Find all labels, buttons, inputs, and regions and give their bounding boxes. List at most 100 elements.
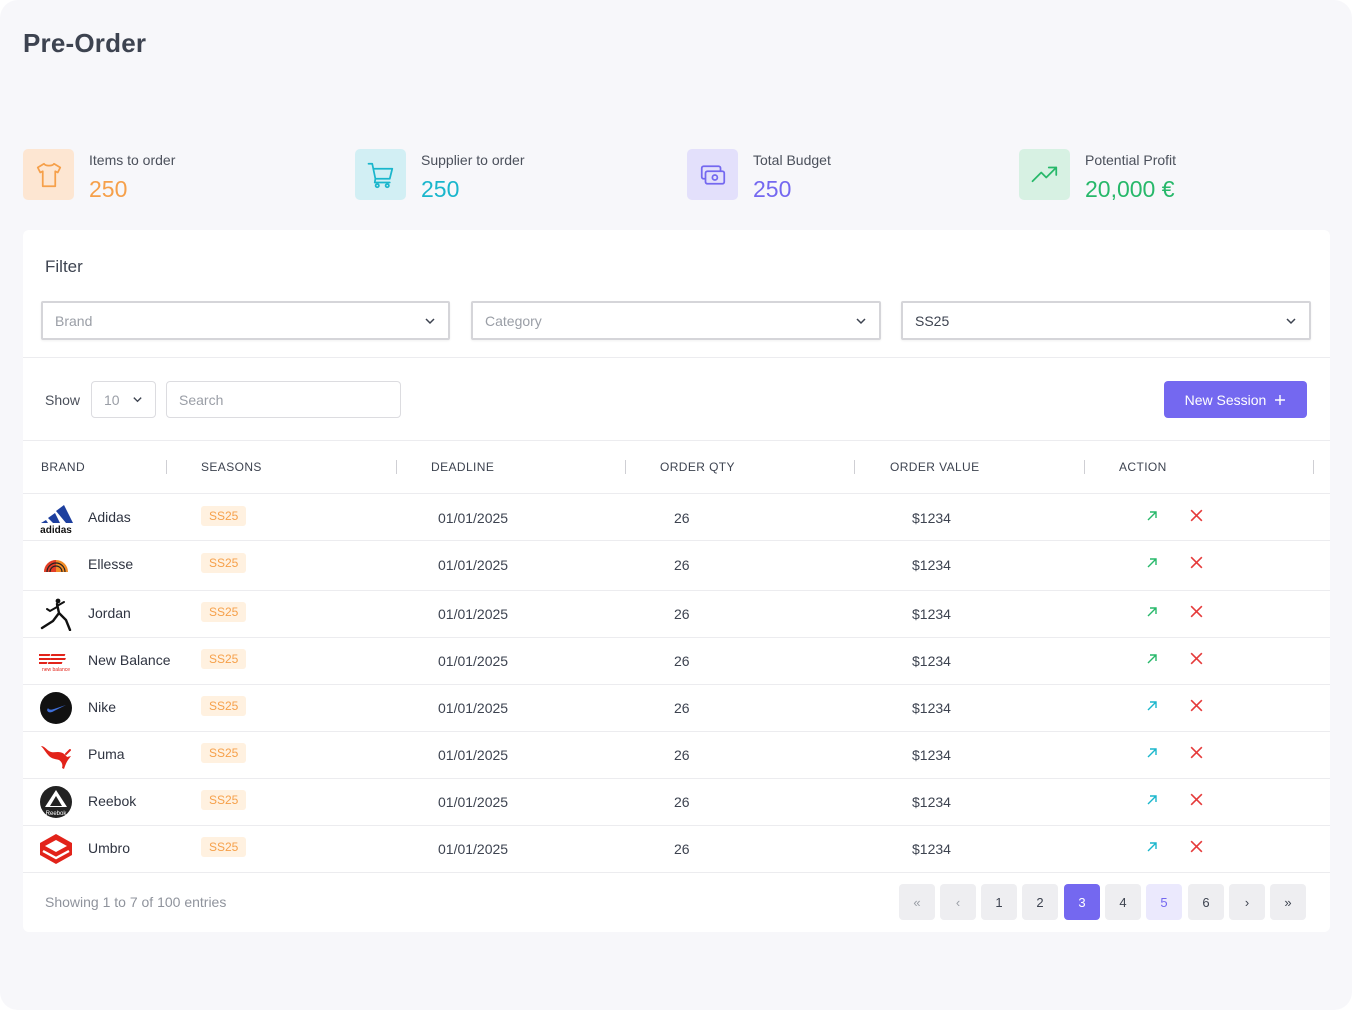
table-row: Jordan SS25 01/01/2025 26 $1234 — [23, 590, 1330, 637]
jordan-logo-icon — [40, 598, 72, 631]
delete-x-icon[interactable] — [1189, 698, 1204, 713]
first-page-button[interactable]: « — [899, 884, 935, 920]
brand-select[interactable]: Brand — [41, 301, 450, 340]
column-divider — [166, 460, 167, 474]
kpi-label: Potential Profit — [1085, 152, 1177, 168]
column-divider — [854, 460, 855, 474]
delete-x-icon[interactable] — [1189, 792, 1204, 807]
chevron-down-icon — [133, 397, 142, 403]
order-value-cell: $1234 — [912, 747, 951, 763]
order-qty-cell: 26 — [674, 747, 690, 763]
page-button-4[interactable]: 4 — [1105, 884, 1141, 920]
table-row: Umbro SS25 01/01/2025 26 $1234 — [23, 825, 1330, 872]
page-button-2[interactable]: 2 — [1022, 884, 1058, 920]
delete-x-icon[interactable] — [1189, 839, 1204, 854]
brand-name: Umbro — [88, 840, 131, 856]
table-row: Ellesse SS25 01/01/2025 26 $1234 — [23, 541, 1330, 588]
deadline-cell: 01/01/2025 — [438, 510, 509, 526]
kpi-label: Items to order — [89, 152, 176, 168]
next-page-button[interactable]: › — [1229, 884, 1265, 920]
kpi-value: 250 — [753, 176, 792, 202]
filter-title: Filter — [45, 257, 83, 276]
page-button-1[interactable]: 1 — [981, 884, 1017, 920]
page-length-value: 10 — [104, 392, 120, 408]
deadline-cell: 01/01/2025 — [438, 841, 509, 857]
order-qty-cell: 26 — [674, 510, 690, 526]
page-button-5[interactable]: 5 — [1146, 884, 1182, 920]
tshirt-icon — [23, 149, 74, 200]
brand-name: Jordan — [88, 605, 131, 621]
order-qty-cell: 26 — [674, 794, 690, 810]
page-length-select[interactable]: 10 — [91, 381, 156, 418]
column-header-brand[interactable]: BRAND — [41, 460, 86, 474]
delete-x-icon[interactable] — [1189, 555, 1204, 570]
new-balance-logo-icon: new balance — [39, 654, 70, 673]
new-session-button[interactable]: New Session — [1164, 381, 1307, 418]
column-header-order-qty[interactable]: ORDER QTY — [660, 460, 735, 474]
table-row: adidas Adidas SS25 01/01/2025 26 $1234 — [23, 494, 1330, 541]
open-arrow-icon[interactable] — [1145, 509, 1159, 523]
page-title: Pre-Order — [23, 28, 147, 58]
nike-logo-icon — [40, 692, 72, 724]
column-header-deadline[interactable]: DEADLINE — [431, 460, 495, 474]
season-badge: SS25 — [201, 743, 247, 763]
order-qty-cell: 26 — [674, 557, 690, 573]
divider — [23, 778, 1330, 779]
open-arrow-icon[interactable] — [1145, 746, 1159, 760]
cart-icon — [355, 149, 406, 200]
divider — [23, 637, 1330, 638]
open-arrow-icon[interactable] — [1145, 556, 1159, 570]
last-page-button[interactable]: » — [1270, 884, 1306, 920]
page-button-3[interactable]: 3 — [1064, 884, 1100, 920]
open-arrow-icon[interactable] — [1145, 605, 1159, 619]
delete-x-icon[interactable] — [1189, 604, 1204, 619]
season-badge: SS25 — [201, 837, 247, 857]
reebok-logo-icon: Reebok — [40, 786, 72, 818]
reebok-logo-text: Reebok — [46, 811, 68, 817]
preorder-card: Filter Brand Category SS25 Show 10 New S… — [23, 230, 1330, 932]
table-row: new balance New Balance SS25 01/01/2025 … — [23, 637, 1330, 684]
new-session-label: New Session — [1184, 391, 1267, 408]
kpi-value: 20,000 € — [1085, 176, 1175, 202]
open-arrow-icon[interactable] — [1145, 840, 1159, 854]
divider — [23, 872, 1330, 873]
new-balance-logo-text: new balance — [42, 667, 70, 673]
open-arrow-icon[interactable] — [1145, 652, 1159, 666]
brand-name: Puma — [88, 746, 125, 762]
deadline-cell: 01/01/2025 — [438, 653, 509, 669]
deadline-cell: 01/01/2025 — [438, 557, 509, 573]
deadline-cell: 01/01/2025 — [438, 747, 509, 763]
search-input[interactable] — [166, 381, 401, 418]
page-button-6[interactable]: 6 — [1188, 884, 1224, 920]
prev-page-button[interactable]: ‹ — [940, 884, 976, 920]
season-badge: SS25 — [201, 649, 247, 669]
kpi-value: 250 — [421, 176, 460, 202]
entries-info: Showing 1 to 7 of 100 entries — [45, 894, 227, 910]
brand-name: Nike — [88, 699, 117, 715]
delete-x-icon[interactable] — [1189, 745, 1204, 760]
season-badge: SS25 — [201, 696, 247, 716]
column-header-seasons[interactable]: SEASONS — [201, 460, 262, 474]
order-qty-cell: 26 — [674, 606, 690, 622]
order-value-cell: $1234 — [912, 700, 951, 716]
season-select-value: SS25 — [915, 313, 950, 329]
brand-name: Adidas — [88, 509, 131, 525]
open-arrow-icon[interactable] — [1145, 793, 1159, 807]
deadline-cell: 01/01/2025 — [438, 700, 509, 716]
divider — [23, 590, 1330, 591]
chevron-down-icon — [1286, 318, 1296, 325]
category-select[interactable]: Category — [471, 301, 881, 340]
column-divider — [396, 460, 397, 474]
table-row: Reebok Reebok SS25 01/01/2025 26 $1234 — [23, 778, 1330, 825]
season-select[interactable]: SS25 — [901, 301, 1311, 340]
delete-x-icon[interactable] — [1189, 508, 1204, 523]
divider — [23, 357, 1330, 358]
column-header-order-value[interactable]: ORDER VALUE — [890, 460, 980, 474]
order-value-cell: $1234 — [912, 510, 951, 526]
delete-x-icon[interactable] — [1189, 651, 1204, 666]
order-value-cell: $1234 — [912, 653, 951, 669]
open-arrow-icon[interactable] — [1145, 699, 1159, 713]
divider — [23, 731, 1330, 732]
column-header-action: ACTION — [1119, 460, 1167, 474]
column-divider — [1313, 460, 1314, 474]
